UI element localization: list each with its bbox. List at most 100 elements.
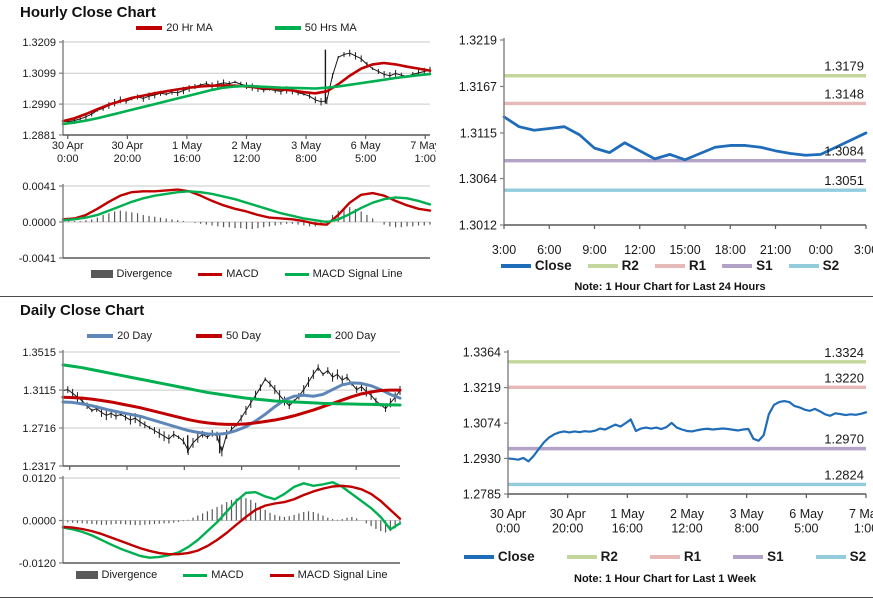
legend-item-macd-signal-line: MACD Signal Line bbox=[269, 569, 387, 581]
daily-sr-note: Note: 1 Hour Chart for Last 1 Week bbox=[574, 573, 756, 585]
svg-text:1.2990: 1.2990 bbox=[22, 99, 56, 111]
svg-text:1.2716: 1.2716 bbox=[22, 423, 56, 435]
legend-label: S1 bbox=[767, 549, 784, 564]
legend-item-divergence: Divergence bbox=[75, 569, 158, 581]
svg-text:12:00: 12:00 bbox=[624, 243, 655, 256]
legend-label: Close bbox=[534, 258, 572, 273]
legend-item-r2: R2 bbox=[566, 549, 618, 564]
legend-item-close: Close bbox=[500, 258, 572, 273]
legend-label: R2 bbox=[621, 258, 639, 273]
legend-label: Divergence bbox=[101, 569, 158, 581]
legend-label: Close bbox=[497, 549, 535, 564]
legend-swatch bbox=[196, 334, 222, 338]
hourly-sr-chart: 1.3219 1.3167 1.3115 1.3064 1.3012 3:00 6:00 9:… bbox=[459, 33, 873, 256]
hourly-chart-title: Hourly Close Chart bbox=[20, 4, 156, 21]
hourly-macd-legend: Divergence MACD MACD Signal Line bbox=[63, 268, 430, 280]
svg-text:0.0000: 0.0000 bbox=[22, 217, 56, 229]
legend-swatch bbox=[463, 554, 494, 559]
legend-swatch bbox=[788, 263, 819, 268]
svg-text:1.3515: 1.3515 bbox=[22, 347, 56, 359]
legend-label: 200 Day bbox=[334, 330, 376, 342]
svg-text:1.3148: 1.3148 bbox=[824, 86, 864, 101]
svg-text:15:00: 15:00 bbox=[669, 243, 700, 256]
svg-text:1.2785: 1.2785 bbox=[463, 487, 501, 501]
daily-sr-legend: Close R2 R1 S1 S2 bbox=[460, 549, 870, 564]
svg-text:1.2317: 1.2317 bbox=[22, 461, 56, 473]
svg-text:1.3364: 1.3364 bbox=[463, 345, 501, 359]
legend-swatch bbox=[654, 263, 685, 268]
legend-item-s2: S2 bbox=[815, 549, 866, 564]
svg-text:3:00: 3:00 bbox=[492, 243, 516, 256]
legend-swatch bbox=[304, 334, 331, 338]
legend-item-close: Close bbox=[463, 549, 535, 564]
section-divider bbox=[0, 296, 873, 297]
svg-text:1.3220: 1.3220 bbox=[824, 370, 864, 385]
svg-text:1.2970: 1.2970 bbox=[824, 432, 864, 447]
legend-item-divergence: Divergence bbox=[90, 268, 173, 280]
legend-label: R1 bbox=[683, 549, 702, 564]
svg-text:1.3099: 1.3099 bbox=[22, 68, 56, 80]
svg-text:1.3209: 1.3209 bbox=[22, 37, 56, 49]
legend-swatch bbox=[500, 263, 531, 268]
svg-text:0.0041: 0.0041 bbox=[22, 181, 56, 193]
hourly-price-legend: 20 Hr MA 50 Hrs MA bbox=[63, 22, 430, 34]
legend-item-200-day: 200 Day bbox=[304, 330, 376, 342]
bottom-divider bbox=[0, 597, 873, 598]
svg-text:0.0000: 0.0000 bbox=[22, 515, 56, 527]
legend-item-20-day: 20 Day bbox=[87, 330, 152, 342]
legend-label: S1 bbox=[756, 258, 773, 273]
svg-text:1.2930: 1.2930 bbox=[463, 452, 501, 466]
svg-text:21:00: 21:00 bbox=[760, 243, 791, 256]
legend-label: R1 bbox=[688, 258, 707, 273]
legend-label: 50 Hrs MA bbox=[304, 22, 357, 34]
legend-swatch bbox=[566, 554, 597, 559]
svg-text:0:00: 0:00 bbox=[809, 243, 833, 256]
legend-label: Divergence bbox=[116, 268, 173, 280]
legend-item-r1: R1 bbox=[654, 258, 707, 273]
legend-item-s1: S1 bbox=[722, 258, 773, 273]
svg-text:1.2824: 1.2824 bbox=[824, 467, 864, 482]
legend-label: 20 Day bbox=[117, 330, 152, 342]
legend-swatch bbox=[815, 554, 846, 559]
daily-macd-chart: 0.0120 0.0000 -0.0120 bbox=[19, 474, 402, 568]
svg-text:1.3051: 1.3051 bbox=[824, 173, 864, 188]
legend-item-macd: MACD bbox=[183, 569, 244, 581]
legend-item-s1: S1 bbox=[733, 549, 784, 564]
legend-swatch bbox=[136, 26, 163, 30]
legend-item-macd: MACD bbox=[198, 268, 259, 280]
legend-label: S2 bbox=[822, 258, 840, 273]
legend-swatch bbox=[269, 573, 294, 577]
svg-text:18:00: 18:00 bbox=[715, 243, 746, 256]
legend-label: MACD bbox=[211, 569, 244, 581]
legend-label: MACD bbox=[226, 268, 259, 280]
svg-text:9:00: 9:00 bbox=[582, 243, 606, 256]
legend-item-50-day: 50 Day bbox=[196, 330, 261, 342]
svg-text:0.0120: 0.0120 bbox=[22, 474, 56, 485]
svg-text:6:00: 6:00 bbox=[537, 243, 561, 256]
svg-text:1.3179: 1.3179 bbox=[824, 59, 864, 74]
legend-item-r2: R2 bbox=[587, 258, 639, 273]
legend-swatch bbox=[274, 26, 301, 30]
svg-text:1.3115: 1.3115 bbox=[23, 385, 56, 397]
svg-text:1.3324: 1.3324 bbox=[824, 345, 864, 360]
svg-text:1.3219: 1.3219 bbox=[463, 381, 501, 395]
legend-swatch bbox=[87, 334, 114, 338]
svg-text:1.3115: 1.3115 bbox=[460, 126, 497, 140]
legend-swatch bbox=[649, 554, 680, 559]
svg-text:-0.0041: -0.0041 bbox=[19, 253, 56, 264]
legend-label: R2 bbox=[600, 549, 618, 564]
svg-text:1.3012: 1.3012 bbox=[459, 218, 497, 232]
daily-price-legend: 20 Day 50 Day 200 Day bbox=[63, 330, 400, 342]
svg-text:1.2881: 1.2881 bbox=[22, 130, 56, 142]
